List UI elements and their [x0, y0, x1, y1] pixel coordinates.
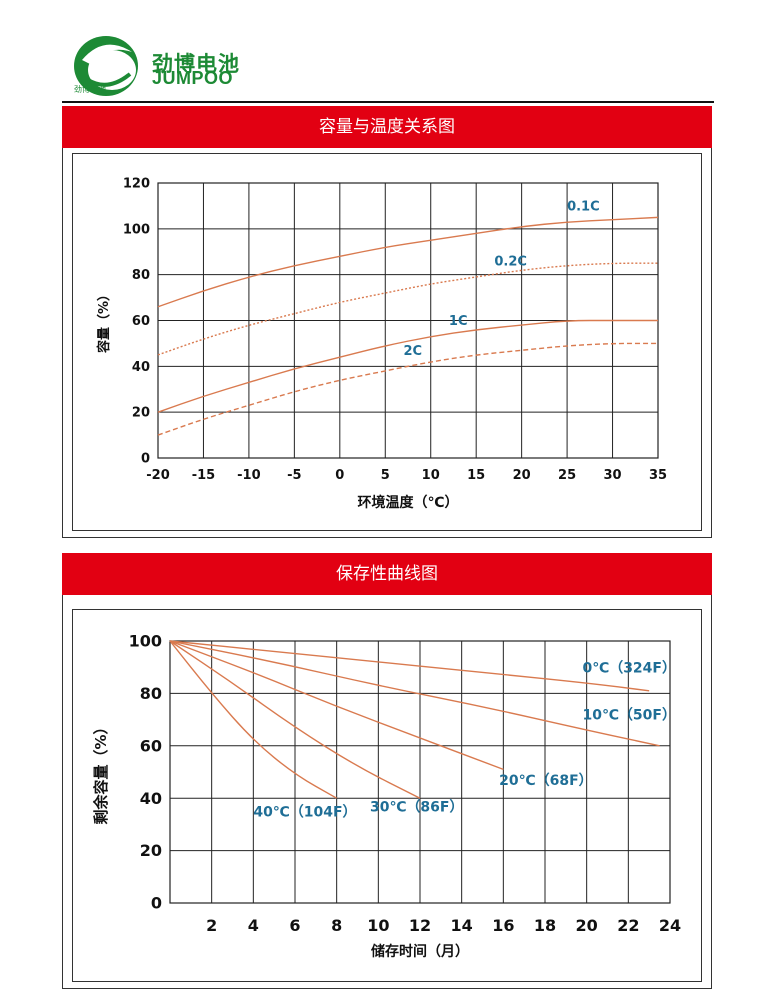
y-tick-label: 20	[132, 406, 150, 421]
series-label: 30℃（86F）	[370, 799, 463, 815]
x-tick-label: 18	[534, 916, 556, 935]
series-label: 0.1C	[567, 200, 600, 215]
series-line	[169, 640, 504, 771]
x-tick-label: 22	[617, 916, 639, 935]
x-tick-label: 30	[603, 468, 621, 483]
y-tick-label: 80	[132, 268, 150, 283]
x-tick-label: -20	[146, 468, 170, 483]
series-label: 2C	[403, 344, 422, 359]
storage-curve-chart: 2 4 6 8 10 12 14 16 18 20 22 24020406080100储存时间（月）剩…	[92, 632, 681, 960]
x-axis-label: 环境温度（℃）	[358, 494, 459, 511]
chart-frame-temperature	[72, 153, 702, 531]
x-tick-label: 5	[381, 468, 390, 483]
y-tick-label: 120	[123, 177, 150, 192]
series-line	[169, 640, 660, 747]
y-tick-label: 80	[140, 684, 162, 703]
series-line	[169, 640, 650, 692]
x-tick-label: -5	[287, 468, 301, 483]
capacity-temperature-chart: -20 -15 -10 -5 0 5 10 15 20 25 30 35 0 20 40 60 80 100 120…	[96, 177, 667, 511]
x-tick-label: 6	[289, 916, 300, 935]
brand-logo-text: 劲博电池	[74, 85, 106, 94]
series-label: 0℃（324F）	[583, 660, 676, 676]
x-tick-label: 20	[576, 916, 598, 935]
series-label: 1C	[449, 314, 468, 329]
chart-title-storage: 保存性曲线图	[62, 553, 712, 595]
x-tick-label: 25	[558, 468, 576, 483]
series-line	[157, 216, 659, 308]
y-tick-label: 0	[141, 452, 150, 467]
y-tick-label: 40	[132, 360, 150, 375]
brand-logo	[68, 30, 258, 100]
x-tick-label: 10	[367, 916, 389, 935]
logo-swoosh-icon	[74, 36, 138, 96]
x-tick-label: 2	[206, 916, 217, 935]
x-tick-label: 12	[409, 916, 431, 935]
y-tick-label: 40	[140, 789, 162, 808]
series-label: 10℃（50F）	[583, 708, 676, 724]
y-axis-label: 容量（%）	[96, 288, 112, 354]
x-tick-label: 4	[248, 916, 259, 935]
series-line	[157, 319, 658, 413]
brand-name-en: JUMPOO	[152, 68, 234, 88]
x-tick-label: 20	[513, 468, 531, 483]
x-tick-label: 35	[649, 468, 667, 483]
x-tick-label: -10	[237, 468, 261, 483]
brand-name-cn: 劲博电池	[152, 52, 240, 76]
y-tick-label: 60	[140, 736, 162, 755]
y-axis-label: 剩余容量（%）	[92, 719, 110, 824]
series-line	[157, 342, 658, 436]
y-tick-label: 100	[129, 632, 162, 651]
series-label: 20℃（68F）	[499, 773, 592, 789]
series-line	[169, 640, 421, 799]
y-tick-label: 60	[132, 314, 150, 329]
x-axis-label: 储存时间（月）	[370, 943, 469, 960]
y-tick-label: 100	[123, 222, 150, 237]
header-divider	[62, 101, 714, 103]
x-tick-label: 14	[451, 916, 473, 935]
x-tick-label: 0	[335, 468, 344, 483]
series-line	[169, 640, 338, 799]
chart-title-temperature: 容量与温度关系图	[62, 106, 712, 148]
x-tick-label: 15	[467, 468, 485, 483]
chart-frame-storage	[72, 609, 702, 982]
x-tick-label: 10	[422, 468, 440, 483]
x-tick-label: 16	[492, 916, 514, 935]
series-label: 40℃（104F）	[253, 805, 356, 821]
series-label: 0.2C	[494, 255, 527, 270]
x-tick-label: 24	[659, 916, 681, 935]
x-tick-label: 8	[331, 916, 342, 935]
y-tick-label: 20	[140, 841, 162, 860]
plot-border	[169, 640, 671, 904]
x-tick-label: -15	[192, 468, 216, 483]
y-tick-label: 0	[151, 894, 162, 913]
